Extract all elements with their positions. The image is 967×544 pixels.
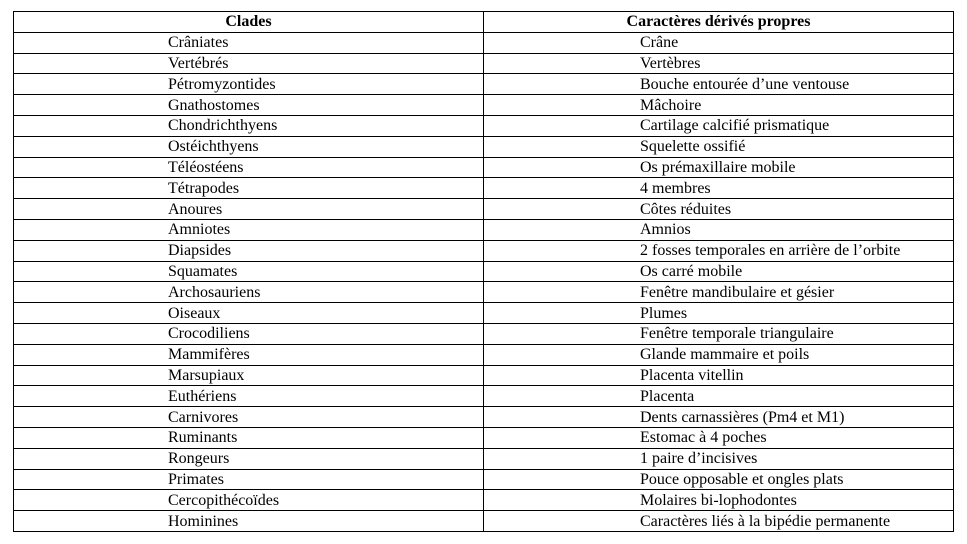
table-row: Crâniates Crâne xyxy=(13,31,954,54)
character-cell: Estomac à 4 poches xyxy=(483,426,954,449)
table-row: Mammifères Glande mammaire et poils xyxy=(13,343,954,366)
clade-cell: Oiseaux xyxy=(13,302,484,324)
clade-cell: Amniotes xyxy=(13,218,484,241)
character-cell: Fenêtre mandibulaire et gésier xyxy=(483,281,954,304)
clade-cell: Hominines xyxy=(13,510,484,532)
clades-table: Clades Caractères dérivés propres Crânia… xyxy=(13,11,954,532)
table-row: Oiseaux Plumes xyxy=(13,302,954,324)
character-cell: Côtes réduites xyxy=(483,198,954,220)
table-row: Cercopithécoïdes Molaires bi-lophodontes xyxy=(13,489,954,512)
header-row: Clades Caractères dérivés propres xyxy=(13,11,954,33)
clade-cell: Téléostéens xyxy=(13,156,484,179)
clade-cell: Tétrapodes xyxy=(13,177,484,200)
character-cell: Squelette ossifié xyxy=(483,135,954,158)
table-row: Pétromyzontides Bouche entourée d’une ve… xyxy=(13,73,954,96)
character-cell: 1 paire d’incisives xyxy=(483,447,954,470)
table-row: Téléostéens Os prémaxillaire mobile xyxy=(13,156,954,179)
character-cell: Amnios xyxy=(483,218,954,241)
table-row: Squamates Os carré mobile xyxy=(13,260,954,283)
clade-cell: Carnivores xyxy=(13,406,484,428)
table-row: Hominines Caractères liés à la bipédie p… xyxy=(13,510,954,532)
character-cell: Placenta vitellin xyxy=(483,364,954,387)
clade-cell: Rongeurs xyxy=(13,447,484,470)
clade-cell: Chondrichthyens xyxy=(13,114,484,137)
table-row: Euthériens Placenta xyxy=(13,385,954,408)
table-row: Archosauriens Fenêtre mandibulaire et gé… xyxy=(13,281,954,304)
clade-cell: Ruminants xyxy=(13,426,484,449)
table-body: Crâniates Crâne Vertébrés Vertèbres Pétr… xyxy=(13,31,954,532)
clade-cell: Crâniates xyxy=(13,31,484,54)
table-row: Diapsides 2 fosses temporales en arrière… xyxy=(13,239,954,262)
table-row: Marsupiaux Placenta vitellin xyxy=(13,364,954,387)
clade-cell: Diapsides xyxy=(13,239,484,262)
clade-cell: Ostéichthyens xyxy=(13,135,484,158)
character-cell: Caractères liés à la bipédie permanente xyxy=(483,510,954,532)
character-cell: 2 fosses temporales en arrière de l’orbi… xyxy=(483,239,954,262)
character-cell: Crâne xyxy=(483,31,954,54)
clade-cell: Anoures xyxy=(13,198,484,220)
character-cell: Dents carnassières (Pm4 et M1) xyxy=(483,406,954,428)
character-cell: Os prémaxillaire mobile xyxy=(483,156,954,179)
header-caracteres-derives-propres: Caractères dérivés propres xyxy=(483,11,954,33)
clade-cell: Archosauriens xyxy=(13,281,484,304)
table-row: Anoures Côtes réduites xyxy=(13,198,954,220)
table-row: Carnivores Dents carnassières (Pm4 et M1… xyxy=(13,406,954,428)
table-row: Chondrichthyens Cartilage calcifié prism… xyxy=(13,114,954,137)
character-cell: Glande mammaire et poils xyxy=(483,343,954,366)
table-header: Clades Caractères dérivés propres xyxy=(13,11,954,33)
character-cell: 4 membres xyxy=(483,177,954,200)
table-row: Amniotes Amnios xyxy=(13,218,954,241)
table-row: Ruminants Estomac à 4 poches xyxy=(13,426,954,449)
clade-cell: Marsupiaux xyxy=(13,364,484,387)
clade-cell: Vertébrés xyxy=(13,52,484,75)
character-cell: Cartilage calcifié prismatique xyxy=(483,114,954,137)
table-row: Gnathostomes Mâchoire xyxy=(13,94,954,116)
clade-cell: Gnathostomes xyxy=(13,94,484,116)
character-cell: Os carré mobile xyxy=(483,260,954,283)
character-cell: Mâchoire xyxy=(483,94,954,116)
table-row: Primates Pouce opposable et ongles plats xyxy=(13,468,954,491)
table-row: Crocodiliens Fenêtre temporale triangula… xyxy=(13,322,954,345)
clade-cell: Cercopithécoïdes xyxy=(13,489,484,512)
clade-cell: Pétromyzontides xyxy=(13,73,484,96)
table-row: Rongeurs 1 paire d’incisives xyxy=(13,447,954,470)
character-cell: Vertèbres xyxy=(483,52,954,75)
character-cell: Molaires bi-lophodontes xyxy=(483,489,954,512)
clade-cell: Squamates xyxy=(13,260,484,283)
header-clades: Clades xyxy=(13,11,484,33)
character-cell: Fenêtre temporale triangulaire xyxy=(483,322,954,345)
character-cell: Pouce opposable et ongles plats xyxy=(483,468,954,491)
character-cell: Placenta xyxy=(483,385,954,408)
clade-cell: Mammifères xyxy=(13,343,484,366)
character-cell: Bouche entourée d’une ventouse xyxy=(483,73,954,96)
character-cell: Plumes xyxy=(483,302,954,324)
clade-cell: Euthériens xyxy=(13,385,484,408)
clade-cell: Primates xyxy=(13,468,484,491)
table-row: Ostéichthyens Squelette ossifié xyxy=(13,135,954,158)
table-row: Tétrapodes 4 membres xyxy=(13,177,954,200)
clade-cell: Crocodiliens xyxy=(13,322,484,345)
table-row: Vertébrés Vertèbres xyxy=(13,52,954,75)
